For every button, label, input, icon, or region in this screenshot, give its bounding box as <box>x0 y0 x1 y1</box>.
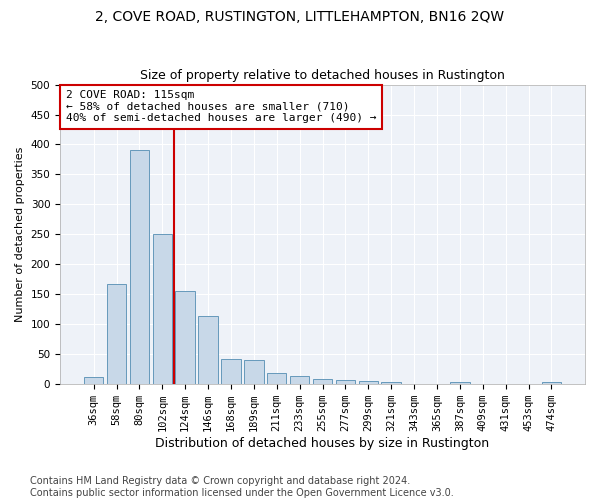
Text: 2, COVE ROAD, RUSTINGTON, LITTLEHAMPTON, BN16 2QW: 2, COVE ROAD, RUSTINGTON, LITTLEHAMPTON,… <box>95 10 505 24</box>
Bar <box>290 376 310 384</box>
Bar <box>244 360 263 384</box>
Text: Contains HM Land Registry data © Crown copyright and database right 2024.
Contai: Contains HM Land Registry data © Crown c… <box>30 476 454 498</box>
Bar <box>450 382 470 384</box>
X-axis label: Distribution of detached houses by size in Rustington: Distribution of detached houses by size … <box>155 437 490 450</box>
Bar <box>542 382 561 384</box>
Bar <box>335 380 355 384</box>
Bar <box>84 377 103 384</box>
Text: 2 COVE ROAD: 115sqm
← 58% of detached houses are smaller (710)
40% of semi-detac: 2 COVE ROAD: 115sqm ← 58% of detached ho… <box>65 90 376 124</box>
Bar <box>130 150 149 384</box>
Bar <box>267 374 286 384</box>
Bar <box>221 359 241 384</box>
Title: Size of property relative to detached houses in Rustington: Size of property relative to detached ho… <box>140 69 505 82</box>
Bar <box>359 381 378 384</box>
Y-axis label: Number of detached properties: Number of detached properties <box>15 146 25 322</box>
Bar <box>313 379 332 384</box>
Bar <box>107 284 126 384</box>
Bar <box>175 292 195 384</box>
Bar <box>199 316 218 384</box>
Bar <box>382 382 401 384</box>
Bar <box>152 234 172 384</box>
